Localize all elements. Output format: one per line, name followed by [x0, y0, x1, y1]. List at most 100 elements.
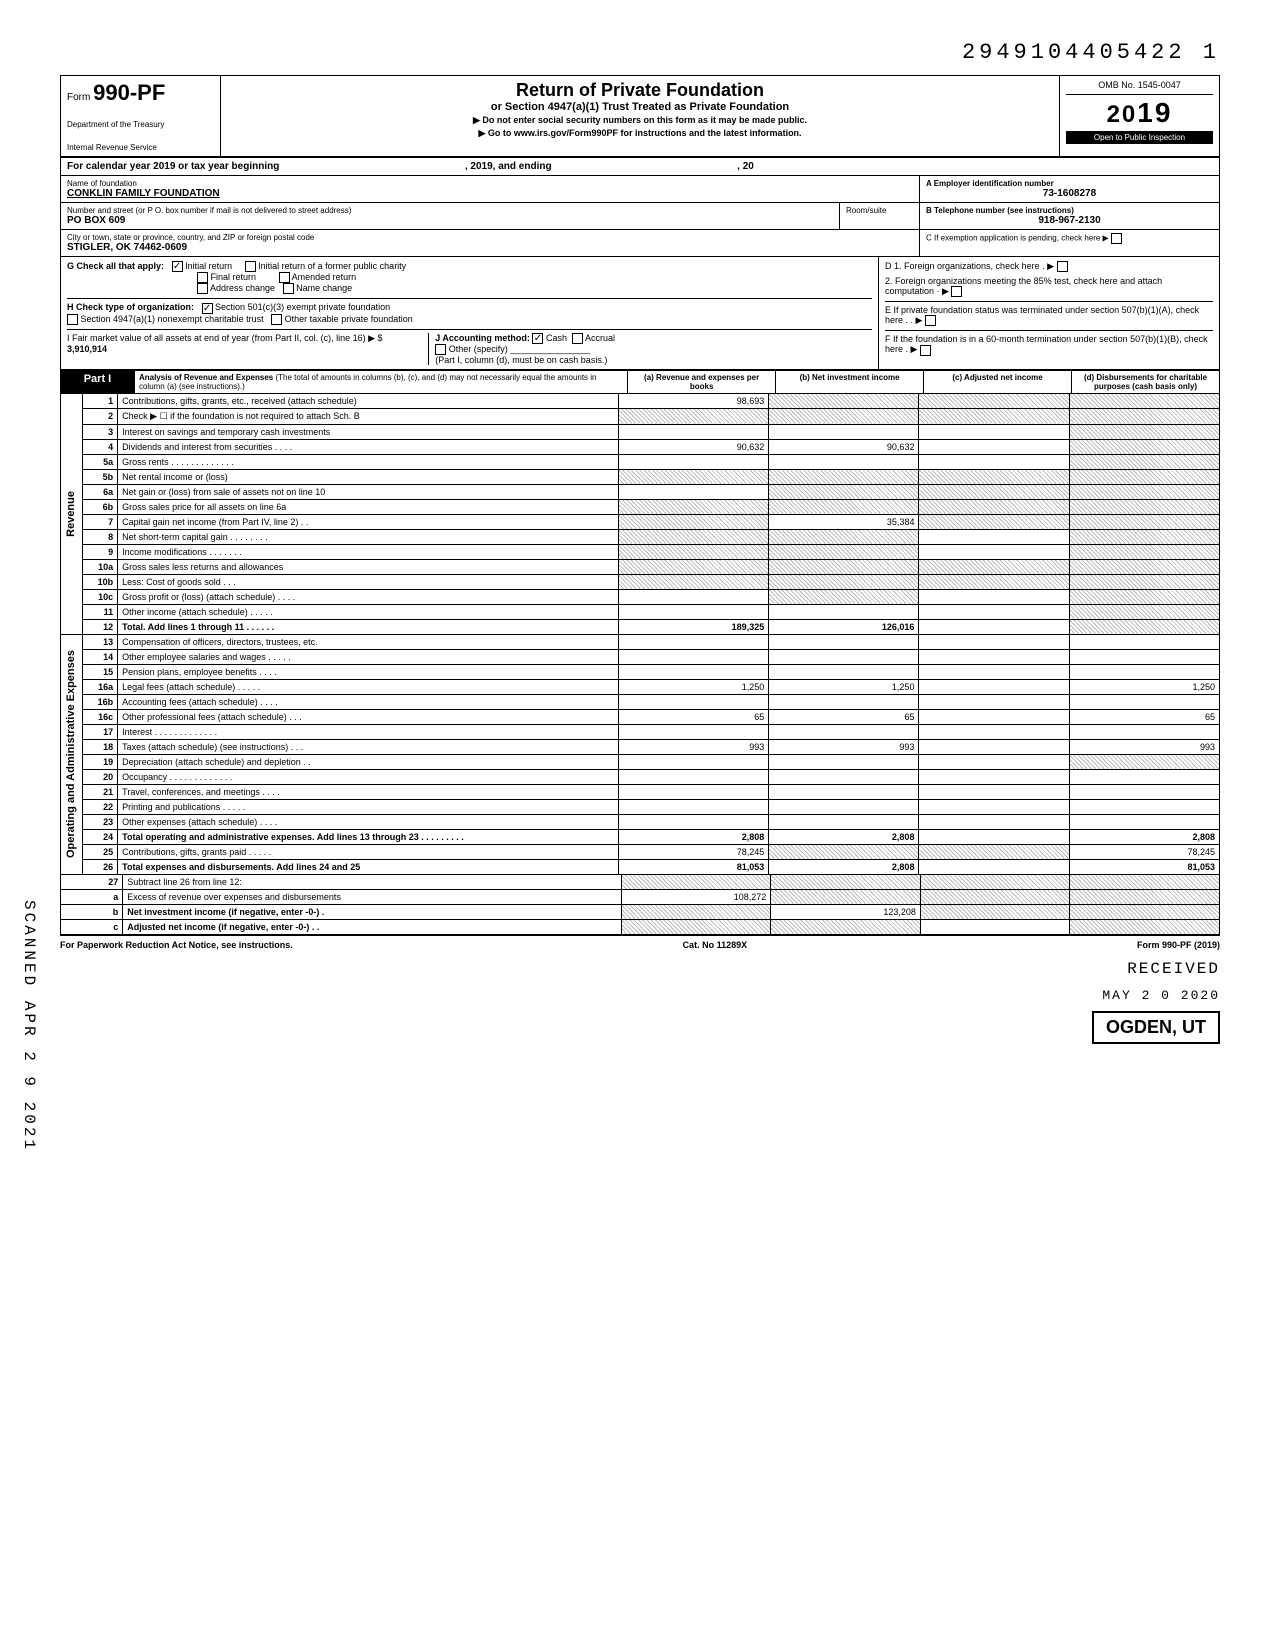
opex-table: 13Compensation of officers, directors, t…: [83, 635, 1220, 875]
g-final-checkbox[interactable]: [197, 272, 208, 283]
line-val-a: [621, 904, 771, 919]
h-501c3-checkbox[interactable]: ✓: [202, 303, 213, 314]
line-number: 19: [83, 754, 118, 769]
line-val-d: [1069, 514, 1219, 529]
f-checkbox[interactable]: [920, 345, 931, 356]
h-other-checkbox[interactable]: [271, 314, 282, 325]
line-desc: Contributions, gifts, grants, etc., rece…: [118, 394, 619, 409]
line-val-a: [618, 694, 768, 709]
d1-checkbox[interactable]: [1057, 261, 1068, 272]
g-initial-checkbox[interactable]: ✓: [172, 261, 183, 272]
h-opt2: Section 4947(a)(1) nonexempt charitable …: [81, 314, 264, 324]
line-val-a: [618, 454, 768, 469]
dln-number: 2949104405422 1: [60, 40, 1220, 65]
line-val-a: 98,693: [618, 394, 768, 409]
line-val-a: [618, 814, 768, 829]
omb-number: OMB No. 1545-0047: [1066, 80, 1213, 95]
city-value: STIGLER, OK 74462-0609: [67, 242, 913, 253]
line-val-a: [618, 559, 768, 574]
scanned-stamp: SCANNED APR 2 9 2021: [20, 900, 38, 1152]
line-number: 13: [83, 635, 118, 650]
line-val-c: [919, 394, 1069, 409]
line-val-d: 78,245: [1069, 844, 1219, 859]
line-desc: Interest . . . . . . . . . . . . .: [118, 724, 619, 739]
g-address-checkbox[interactable]: [197, 283, 208, 294]
line-number: 21: [83, 784, 118, 799]
year-bold: 19: [1137, 97, 1172, 128]
line-val-d: [1070, 919, 1220, 935]
line-desc: Accounting fees (attach schedule) . . . …: [118, 694, 619, 709]
line-val-a: [618, 424, 768, 439]
line-val-d: [1069, 649, 1219, 664]
g-namechg-checkbox[interactable]: [283, 283, 294, 294]
g-former-checkbox[interactable]: [245, 261, 256, 272]
line-val-b: [771, 875, 921, 890]
c-checkbox[interactable]: [1111, 233, 1122, 244]
j-cash-checkbox[interactable]: ✓: [532, 333, 543, 344]
j-accrual-checkbox[interactable]: [572, 333, 583, 344]
g-amended-checkbox[interactable]: [279, 272, 290, 283]
cal-label-c: , 20: [737, 161, 754, 172]
line-val-b: [769, 635, 919, 650]
line-desc: Compensation of officers, directors, tru…: [118, 635, 619, 650]
form-note2: ▶ Go to www.irs.gov/Form990PF for instru…: [227, 128, 1053, 139]
col-d-header: (d) Disbursements for charitable purpose…: [1072, 371, 1220, 394]
line-val-b: 65: [769, 709, 919, 724]
opex-section: Operating and Administrative Expenses 13…: [60, 635, 1220, 875]
line-val-d: [1069, 589, 1219, 604]
line-val-b: [769, 604, 919, 619]
part1-desc-title: Analysis of Revenue and Expenses: [139, 373, 273, 382]
line-desc: Net investment income (if negative, ente…: [123, 904, 621, 919]
line-desc: Gross sales price for all assets on line…: [118, 499, 619, 514]
line-number: 6a: [83, 484, 118, 499]
bottom-table: 27Subtract line 26 from line 12:aExcess …: [60, 875, 1220, 936]
line-number: 4: [83, 439, 118, 454]
line-val-b: [769, 529, 919, 544]
addr-value: PO BOX 609: [67, 215, 833, 226]
line-val-d: [1069, 664, 1219, 679]
ein-value: 73-1608278: [926, 188, 1213, 199]
line-desc: Less: Cost of goods sold . . .: [118, 574, 619, 589]
line-val-a: 78,245: [618, 844, 768, 859]
h-label: H Check type of organization:: [67, 302, 194, 312]
line-val-c: [919, 739, 1069, 754]
line-val-c: [919, 408, 1069, 424]
line-val-c: [920, 875, 1070, 890]
line-val-b: [769, 559, 919, 574]
line-val-b: [769, 499, 919, 514]
h-4947-checkbox[interactable]: [67, 314, 78, 325]
c-label: C If exemption application is pending, c…: [926, 233, 1213, 244]
line-desc: Total operating and administrative expen…: [118, 829, 619, 844]
form-header: Form 990-PF Department of the Treasury I…: [60, 75, 1220, 158]
line-val-a: [618, 754, 768, 769]
j-other-checkbox[interactable]: [435, 344, 446, 355]
line-val-a: [618, 484, 768, 499]
line-val-a: [618, 799, 768, 814]
line-val-b: 35,384: [769, 514, 919, 529]
line-val-c: [919, 589, 1069, 604]
part1-header-table: Part I Analysis of Revenue and Expenses …: [60, 371, 1220, 394]
line-val-c: [919, 469, 1069, 484]
g-opt-1: Final return: [211, 272, 257, 282]
line-number: 22: [83, 799, 118, 814]
revenue-section: Revenue 1Contributions, gifts, grants, e…: [60, 394, 1220, 635]
line-val-c: [919, 559, 1069, 574]
e-checkbox[interactable]: [925, 315, 936, 326]
line-val-a: [618, 514, 768, 529]
d2-checkbox[interactable]: [951, 286, 962, 297]
line-val-d: [1069, 784, 1219, 799]
line-val-b: [769, 694, 919, 709]
line-val-c: [919, 814, 1069, 829]
line-val-c: [919, 844, 1069, 859]
ogden-stamp: OGDEN, UT: [1092, 1011, 1220, 1044]
line-desc: Gross sales less returns and allowances: [118, 559, 619, 574]
d1-row: D 1. Foreign organizations, check here .…: [885, 261, 1213, 272]
line-desc: Printing and publications . . . . .: [118, 799, 619, 814]
line-number: 7: [83, 514, 118, 529]
j-label: J Accounting method:: [435, 333, 530, 343]
line-val-b: [771, 919, 921, 935]
line-val-b: [769, 469, 919, 484]
line-val-d: [1069, 529, 1219, 544]
line-val-c: [920, 889, 1070, 904]
line-val-d: [1069, 408, 1219, 424]
